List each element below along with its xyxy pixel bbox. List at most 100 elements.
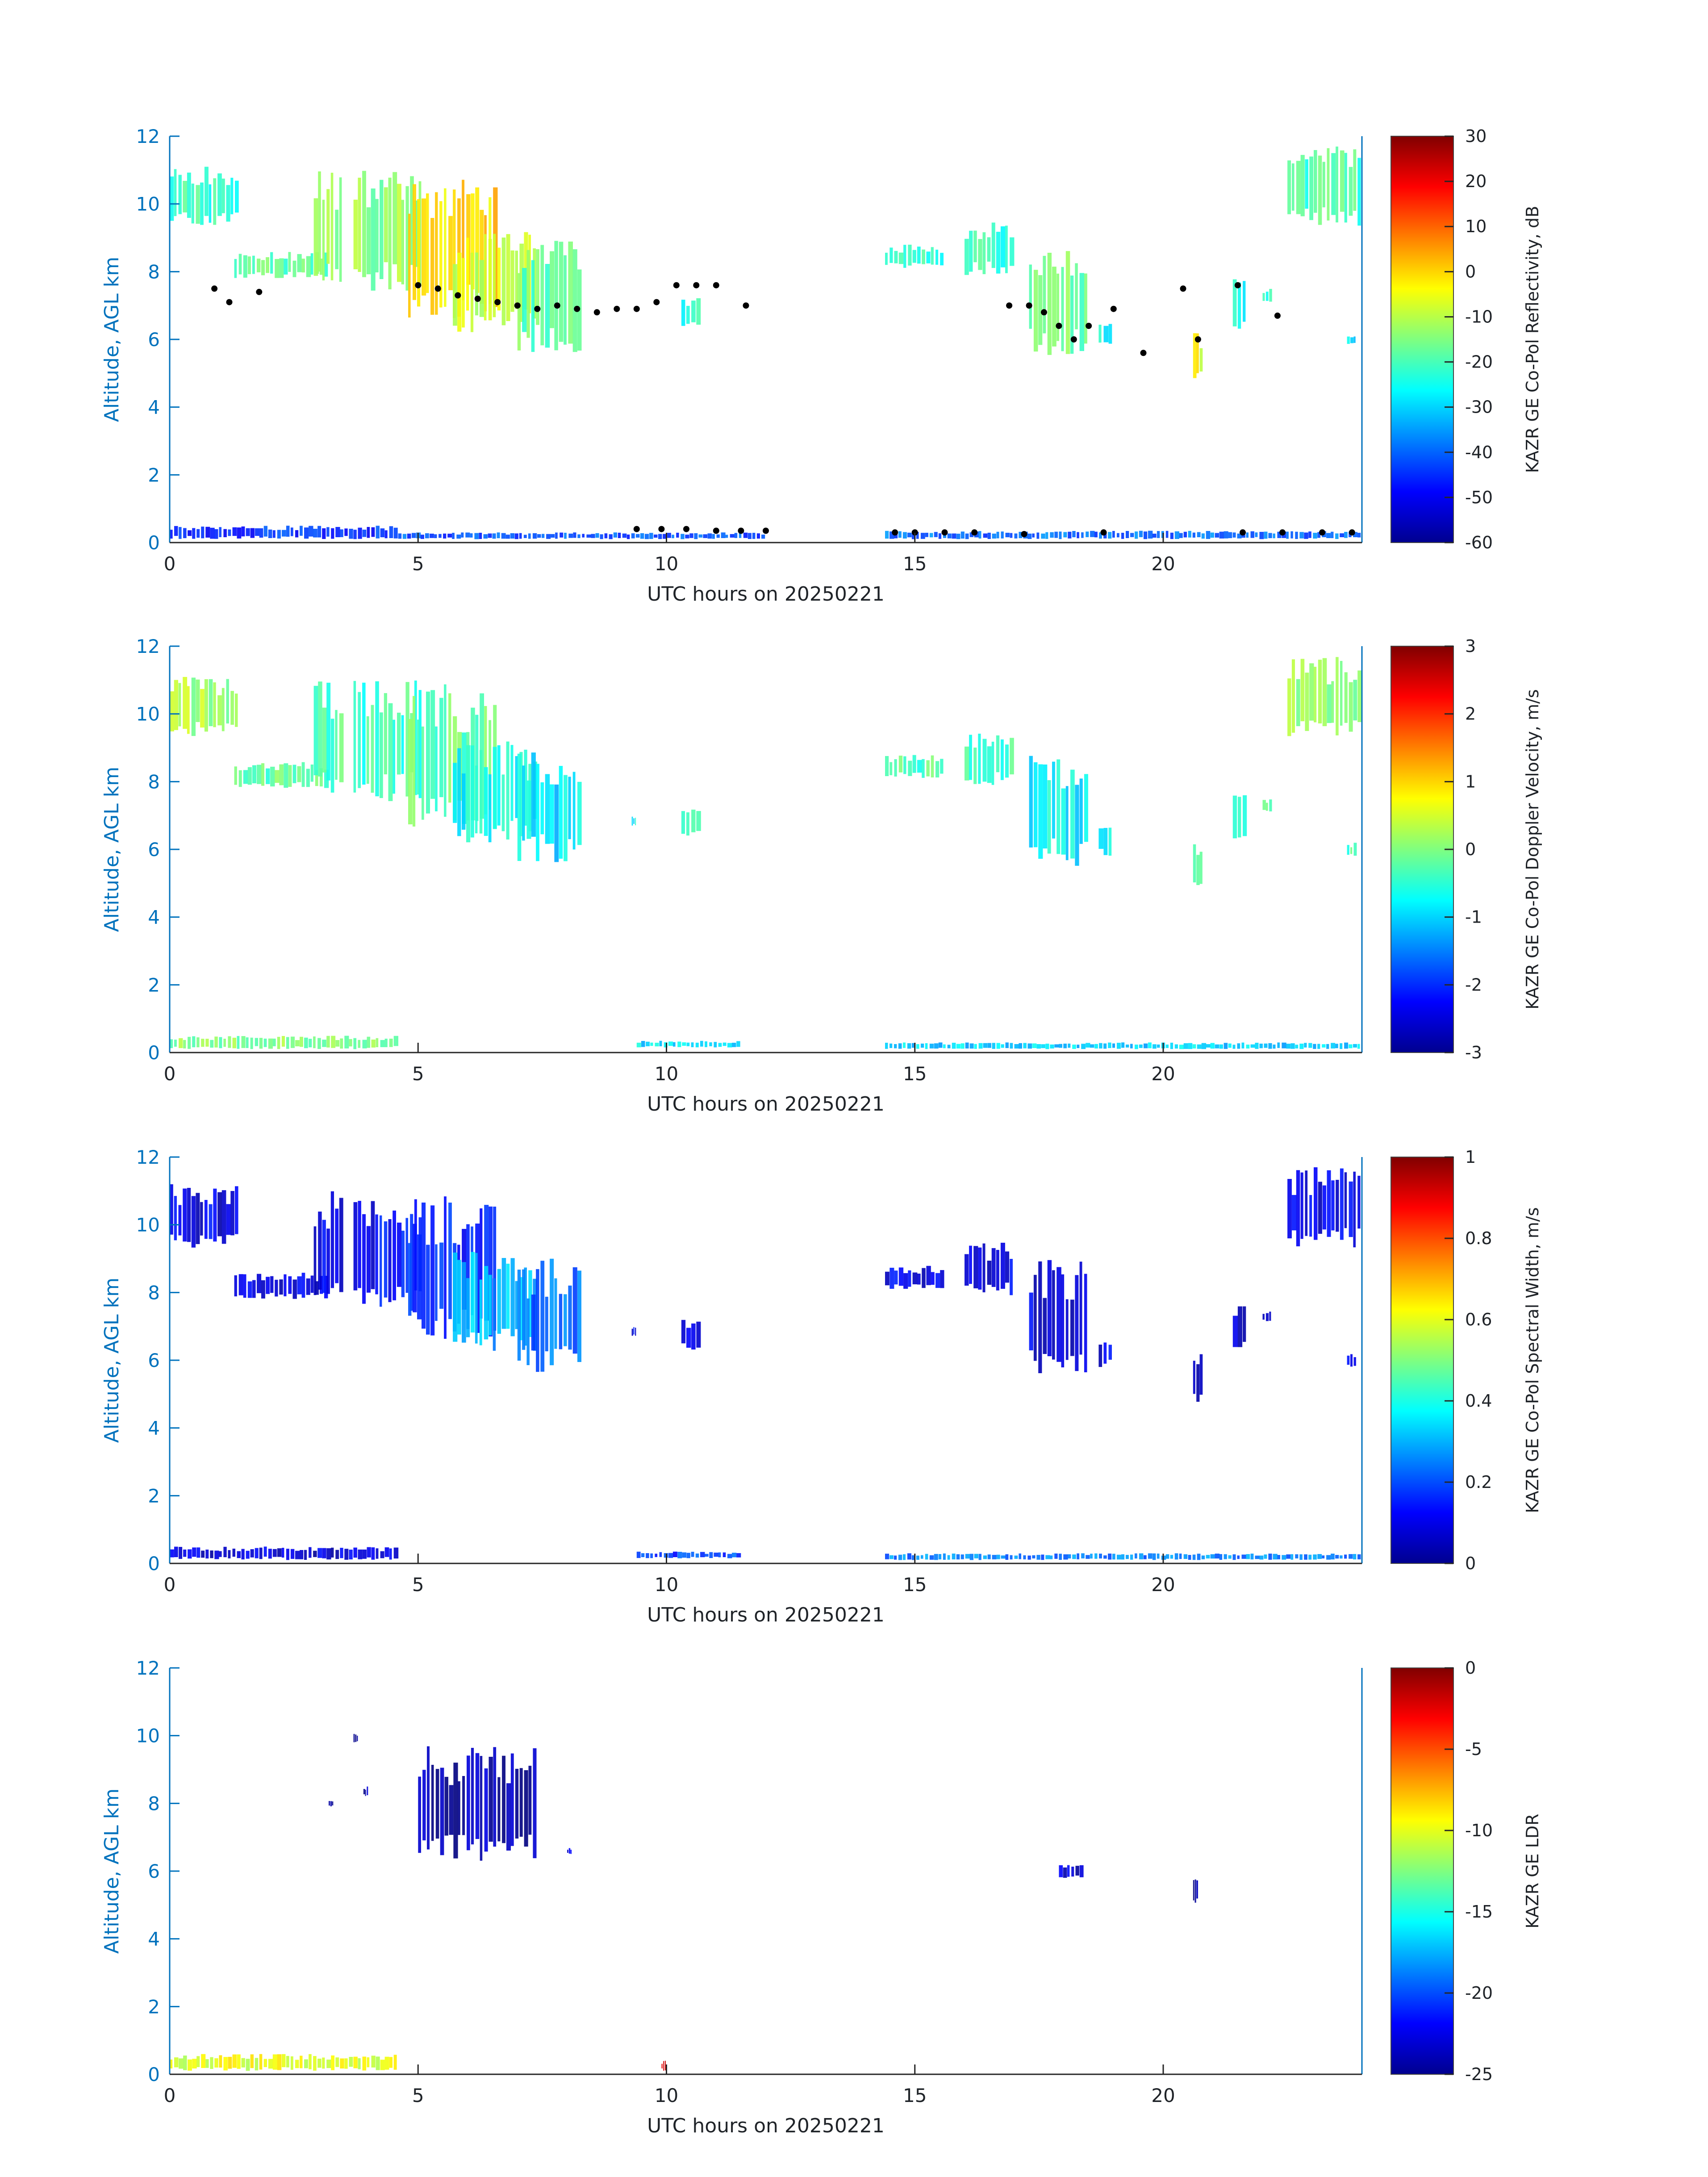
spectral-width-echo-region	[517, 1258, 581, 1372]
cloud-base-marker	[434, 285, 441, 292]
cloud-base-marker	[1234, 282, 1241, 288]
spectral-width-y-axis-label: Altitude, AGL km	[100, 1278, 123, 1443]
reflectivity-echo-region	[1232, 279, 1246, 329]
cloud-base-marker	[743, 302, 749, 309]
ldr-colorbar-tick-label: -25	[1465, 2064, 1493, 2084]
reflectivity-echo-region	[1262, 288, 1272, 302]
spectral-width-colorbar-tick-label: 0.4	[1465, 1391, 1492, 1411]
spectral-width-echo-region	[1029, 1260, 1087, 1373]
doppler-velocity-colorbar-tick-label: 1	[1465, 772, 1476, 791]
reflectivity-echo-region	[885, 531, 1361, 539]
cloud-base-marker	[911, 529, 918, 536]
doppler-velocity-y-tick-label: 12	[136, 635, 160, 657]
doppler-velocity-x-tick-label: 15	[903, 1063, 927, 1085]
spectral-width-echo-region	[1232, 1306, 1246, 1347]
spectral-width-echo-region	[885, 1553, 1361, 1560]
doppler-velocity-echo-region	[353, 680, 422, 801]
reflectivity-echo-region	[398, 532, 765, 539]
cloud-base-marker	[1180, 285, 1186, 292]
reflectivity-x-tick-label: 0	[164, 553, 176, 575]
spectral-width-echo-region	[170, 1184, 238, 1248]
ldr-colorbar-label: KAZR GE LDR	[1523, 1813, 1542, 1928]
doppler-velocity-colorbar: -3 -2 -1 0 1 2 3 KAZR GE Co-Pol Doppler Veloci…	[1391, 636, 1542, 1062]
doppler-velocity-x-axis-label: UTC hours on 20250221	[647, 1093, 885, 1116]
ldr-y-tick-label: 0	[148, 2064, 160, 2085]
cloud-base-marker	[226, 299, 233, 305]
reflectivity-y-tick-label: 6	[148, 329, 160, 351]
ldr-x-tick-label: 5	[412, 2085, 424, 2106]
cloud-base-marker	[658, 526, 665, 532]
doppler-velocity-echo-region	[1098, 827, 1112, 856]
cloud-base-marker	[1110, 305, 1117, 312]
spectral-width-echo-region	[170, 1546, 399, 1560]
ldr-y-tick-label: 2	[148, 1996, 160, 2018]
spectral-width-y-tick-label: 10	[136, 1214, 160, 1236]
doppler-velocity-y-tick-label: 2	[148, 974, 160, 996]
ldr-echo-region	[567, 1848, 572, 1854]
reflectivity-plot-area	[170, 136, 1362, 543]
spectral-width-x-tick-label: 0	[164, 1574, 176, 1596]
spectral-width-y-tick-label: 2	[148, 1485, 160, 1507]
reflectivity-echo-region	[885, 244, 944, 268]
cloud-base-marker	[1021, 531, 1027, 537]
reflectivity-y-ticks: 0 2 4 6 8 10 12	[136, 125, 180, 554]
ldr-echo-region	[1059, 1865, 1084, 1878]
doppler-velocity-echo-region	[885, 755, 944, 778]
reflectivity-colorbar-tick-label: -20	[1465, 352, 1493, 372]
panel-reflectivity: 0 5 10 15 20 0 2 4 6 8 10 12 UTC hours on 20250221…	[100, 125, 1542, 606]
spectral-width-echo-region	[965, 1242, 1013, 1295]
ldr-plot-area	[170, 1668, 1362, 2074]
cloud-base-marker	[211, 285, 218, 292]
ldr-cloud-layer	[170, 1734, 1198, 2071]
spectral-width-x-tick-label: 10	[655, 1574, 678, 1596]
doppler-velocity-y-tick-label: 8	[148, 771, 160, 793]
cloud-base-marker	[1100, 529, 1107, 536]
reflectivity-y-tick-label: 4	[148, 397, 160, 418]
cloud-base-marker	[256, 288, 263, 295]
reflectivity-y-tick-label: 0	[148, 532, 160, 554]
ldr-x-tick-label: 15	[903, 2085, 927, 2106]
cloud-base-marker	[763, 527, 769, 534]
spectral-width-echo-region	[1262, 1312, 1271, 1321]
reflectivity-echo-region	[1287, 146, 1361, 226]
cloud-base-marker	[1041, 309, 1047, 316]
doppler-velocity-x-tick-label: 5	[412, 1063, 424, 1085]
reflectivity-y-tick-label: 10	[136, 193, 160, 215]
ldr-colorbar: -25 -20 -15 -10 -5 0 KAZR GE LDR	[1391, 1658, 1542, 2084]
spectral-width-colorbar-gradient	[1391, 1157, 1454, 1564]
cloud-base-marker	[554, 302, 560, 309]
spectral-width-y-ticks: 0 2 4 6 8 10 12	[136, 1146, 180, 1575]
reflectivity-echo-region	[1098, 324, 1112, 344]
reflectivity-echo-region	[681, 298, 701, 326]
cloud-base-marker	[494, 299, 501, 305]
cloud-base-marker	[1194, 336, 1201, 343]
doppler-velocity-x-ticks: 0 5 10 15 20	[164, 1043, 1175, 1085]
spectral-width-x-tick-label: 20	[1151, 1574, 1175, 1596]
cloud-base-marker	[633, 526, 640, 532]
reflectivity-x-ticks: 0 5 10 15 20	[164, 533, 1175, 575]
reflectivity-y-tick-label: 8	[148, 261, 160, 283]
spectral-width-echo-region	[1347, 1354, 1356, 1367]
reflectivity-echo-region	[1347, 336, 1356, 344]
spectral-width-y-tick-label: 4	[148, 1417, 160, 1439]
cloud-base-marker	[1006, 302, 1013, 309]
reflectivity-x-tick-label: 20	[1151, 553, 1175, 575]
cloud-base-marker	[673, 282, 680, 288]
doppler-velocity-x-tick-label: 10	[655, 1063, 678, 1085]
doppler-velocity-y-axis-label: Altitude, AGL km	[100, 767, 123, 932]
doppler-velocity-y-tick-label: 6	[148, 839, 160, 861]
spectral-width-colorbar-label: KAZR GE Co-Pol Spectral Width, m/s	[1523, 1207, 1542, 1513]
spectral-width-echo-region	[1193, 1354, 1203, 1402]
ldr-y-tick-label: 8	[148, 1793, 160, 1814]
spectral-width-y-tick-label: 8	[148, 1282, 160, 1304]
doppler-velocity-colorbar-tick-label: -2	[1465, 975, 1482, 994]
ldr-echo-region	[1193, 1879, 1198, 1903]
doppler-velocity-echo-region	[681, 810, 701, 836]
doppler-velocity-colorbar-tick-label: -3	[1465, 1043, 1482, 1062]
spectral-width-colorbar-tick-label: 0	[1465, 1554, 1476, 1573]
doppler-velocity-echo-region	[1193, 844, 1203, 885]
ldr-colorbar-tick-label: -5	[1465, 1739, 1482, 1759]
cloud-base-marker	[653, 299, 660, 305]
cloud-base-marker	[1026, 302, 1032, 309]
